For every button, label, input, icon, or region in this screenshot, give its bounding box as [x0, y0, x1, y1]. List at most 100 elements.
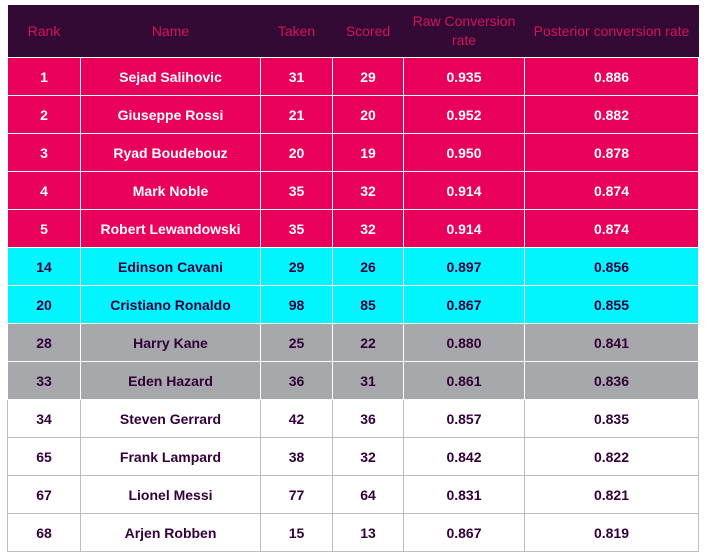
cell-name: Giuseppe Rossi [80, 95, 261, 134]
conversion-table-container: Rank Name Taken Scored Raw Conversion ra… [7, 5, 699, 552]
cell-posterior-conversion-rate: 0.874 [524, 171, 699, 210]
cell-taken: 38 [260, 437, 333, 476]
cell-taken: 98 [260, 285, 333, 324]
cell-rank: 20 [7, 285, 81, 324]
cell-scored: 32 [332, 171, 404, 210]
table-body: 1 Sejad Salihovic 31 29 0.935 0.886 2 Giuseppe … [7, 57, 699, 552]
header-name: Name [80, 5, 261, 58]
header-posterior-conversion-rate: Posterior conversion rate [524, 5, 699, 58]
table-row: 65 Frank Lampard 38 32 0.842 0.822 [7, 437, 699, 476]
cell-raw-conversion-rate: 0.914 [403, 209, 525, 248]
table-row: 14 Edinson Cavani 29 26 0.897 0.856 [7, 247, 699, 286]
cell-taken: 20 [260, 133, 333, 172]
table-row: 68 Arjen Robben 15 13 0.867 0.819 [7, 513, 699, 552]
table-row: 3 Ryad Boudebouz 20 19 0.950 0.878 [7, 133, 699, 172]
table-row: 5 Robert Lewandowski 35 32 0.914 0.874 [7, 209, 699, 248]
cell-scored: 64 [332, 475, 404, 514]
cell-name: Cristiano Ronaldo [80, 285, 261, 324]
cell-posterior-conversion-rate: 0.886 [524, 57, 699, 96]
cell-name: Harry Kane [80, 323, 261, 362]
cell-name: Steven Gerrard [80, 399, 261, 438]
table-row: 20 Cristiano Ronaldo 98 85 0.867 0.855 [7, 285, 699, 324]
cell-raw-conversion-rate: 0.867 [403, 513, 525, 552]
cell-raw-conversion-rate: 0.897 [403, 247, 525, 286]
cell-posterior-conversion-rate: 0.836 [524, 361, 699, 400]
table-row: 1 Sejad Salihovic 31 29 0.935 0.886 [7, 57, 699, 96]
cell-rank: 34 [7, 399, 81, 438]
cell-scored: 31 [332, 361, 404, 400]
cell-name: Robert Lewandowski [80, 209, 261, 248]
cell-rank: 33 [7, 361, 81, 400]
cell-name: Ryad Boudebouz [80, 133, 261, 172]
cell-raw-conversion-rate: 0.952 [403, 95, 525, 134]
cell-rank: 4 [7, 171, 81, 210]
penalty-conversion-table: Rank Name Taken Scored Raw Conversion ra… [7, 5, 699, 552]
cell-scored: 20 [332, 95, 404, 134]
cell-name: Arjen Robben [80, 513, 261, 552]
cell-raw-conversion-rate: 0.950 [403, 133, 525, 172]
cell-raw-conversion-rate: 0.831 [403, 475, 525, 514]
cell-taken: 21 [260, 95, 333, 134]
cell-name: Mark Noble [80, 171, 261, 210]
table-row: 33 Eden Hazard 36 31 0.861 0.836 [7, 361, 699, 400]
table-header-row: Rank Name Taken Scored Raw Conversion ra… [7, 5, 699, 58]
cell-taken: 36 [260, 361, 333, 400]
cell-taken: 42 [260, 399, 333, 438]
cell-scored: 36 [332, 399, 404, 438]
cell-posterior-conversion-rate: 0.819 [524, 513, 699, 552]
cell-taken: 15 [260, 513, 333, 552]
cell-taken: 35 [260, 209, 333, 248]
cell-taken: 35 [260, 171, 333, 210]
cell-scored: 26 [332, 247, 404, 286]
cell-scored: 13 [332, 513, 404, 552]
cell-rank: 3 [7, 133, 81, 172]
cell-raw-conversion-rate: 0.880 [403, 323, 525, 362]
header-rank: Rank [7, 5, 81, 58]
cell-posterior-conversion-rate: 0.874 [524, 209, 699, 248]
cell-name: Edinson Cavani [80, 247, 261, 286]
cell-scored: 32 [332, 209, 404, 248]
cell-scored: 22 [332, 323, 404, 362]
cell-rank: 65 [7, 437, 81, 476]
cell-name: Lionel Messi [80, 475, 261, 514]
cell-scored: 19 [332, 133, 404, 172]
cell-rank: 68 [7, 513, 81, 552]
cell-posterior-conversion-rate: 0.835 [524, 399, 699, 438]
header-taken: Taken [260, 5, 333, 58]
cell-rank: 1 [7, 57, 81, 96]
cell-posterior-conversion-rate: 0.822 [524, 437, 699, 476]
table-row: 34 Steven Gerrard 42 36 0.857 0.835 [7, 399, 699, 438]
table-row: 2 Giuseppe Rossi 21 20 0.952 0.882 [7, 95, 699, 134]
cell-posterior-conversion-rate: 0.841 [524, 323, 699, 362]
cell-name: Sejad Salihovic [80, 57, 261, 96]
cell-raw-conversion-rate: 0.867 [403, 285, 525, 324]
cell-rank: 67 [7, 475, 81, 514]
cell-name: Frank Lampard [80, 437, 261, 476]
table-row: 28 Harry Kane 25 22 0.880 0.841 [7, 323, 699, 362]
cell-rank: 14 [7, 247, 81, 286]
cell-raw-conversion-rate: 0.857 [403, 399, 525, 438]
cell-posterior-conversion-rate: 0.856 [524, 247, 699, 286]
cell-raw-conversion-rate: 0.935 [403, 57, 525, 96]
cell-rank: 28 [7, 323, 81, 362]
cell-posterior-conversion-rate: 0.855 [524, 285, 699, 324]
cell-posterior-conversion-rate: 0.878 [524, 133, 699, 172]
header-raw-conversion-rate: Raw Conversion rate [403, 5, 525, 58]
cell-taken: 25 [260, 323, 333, 362]
cell-name: Eden Hazard [80, 361, 261, 400]
cell-taken: 29 [260, 247, 333, 286]
cell-scored: 29 [332, 57, 404, 96]
cell-posterior-conversion-rate: 0.882 [524, 95, 699, 134]
header-scored: Scored [332, 5, 404, 58]
cell-scored: 85 [332, 285, 404, 324]
table-row: 4 Mark Noble 35 32 0.914 0.874 [7, 171, 699, 210]
cell-scored: 32 [332, 437, 404, 476]
cell-posterior-conversion-rate: 0.821 [524, 475, 699, 514]
cell-raw-conversion-rate: 0.914 [403, 171, 525, 210]
table-row: 67 Lionel Messi 77 64 0.831 0.821 [7, 475, 699, 514]
cell-rank: 5 [7, 209, 81, 248]
cell-taken: 31 [260, 57, 333, 96]
cell-taken: 77 [260, 475, 333, 514]
cell-raw-conversion-rate: 0.861 [403, 361, 525, 400]
cell-raw-conversion-rate: 0.842 [403, 437, 525, 476]
